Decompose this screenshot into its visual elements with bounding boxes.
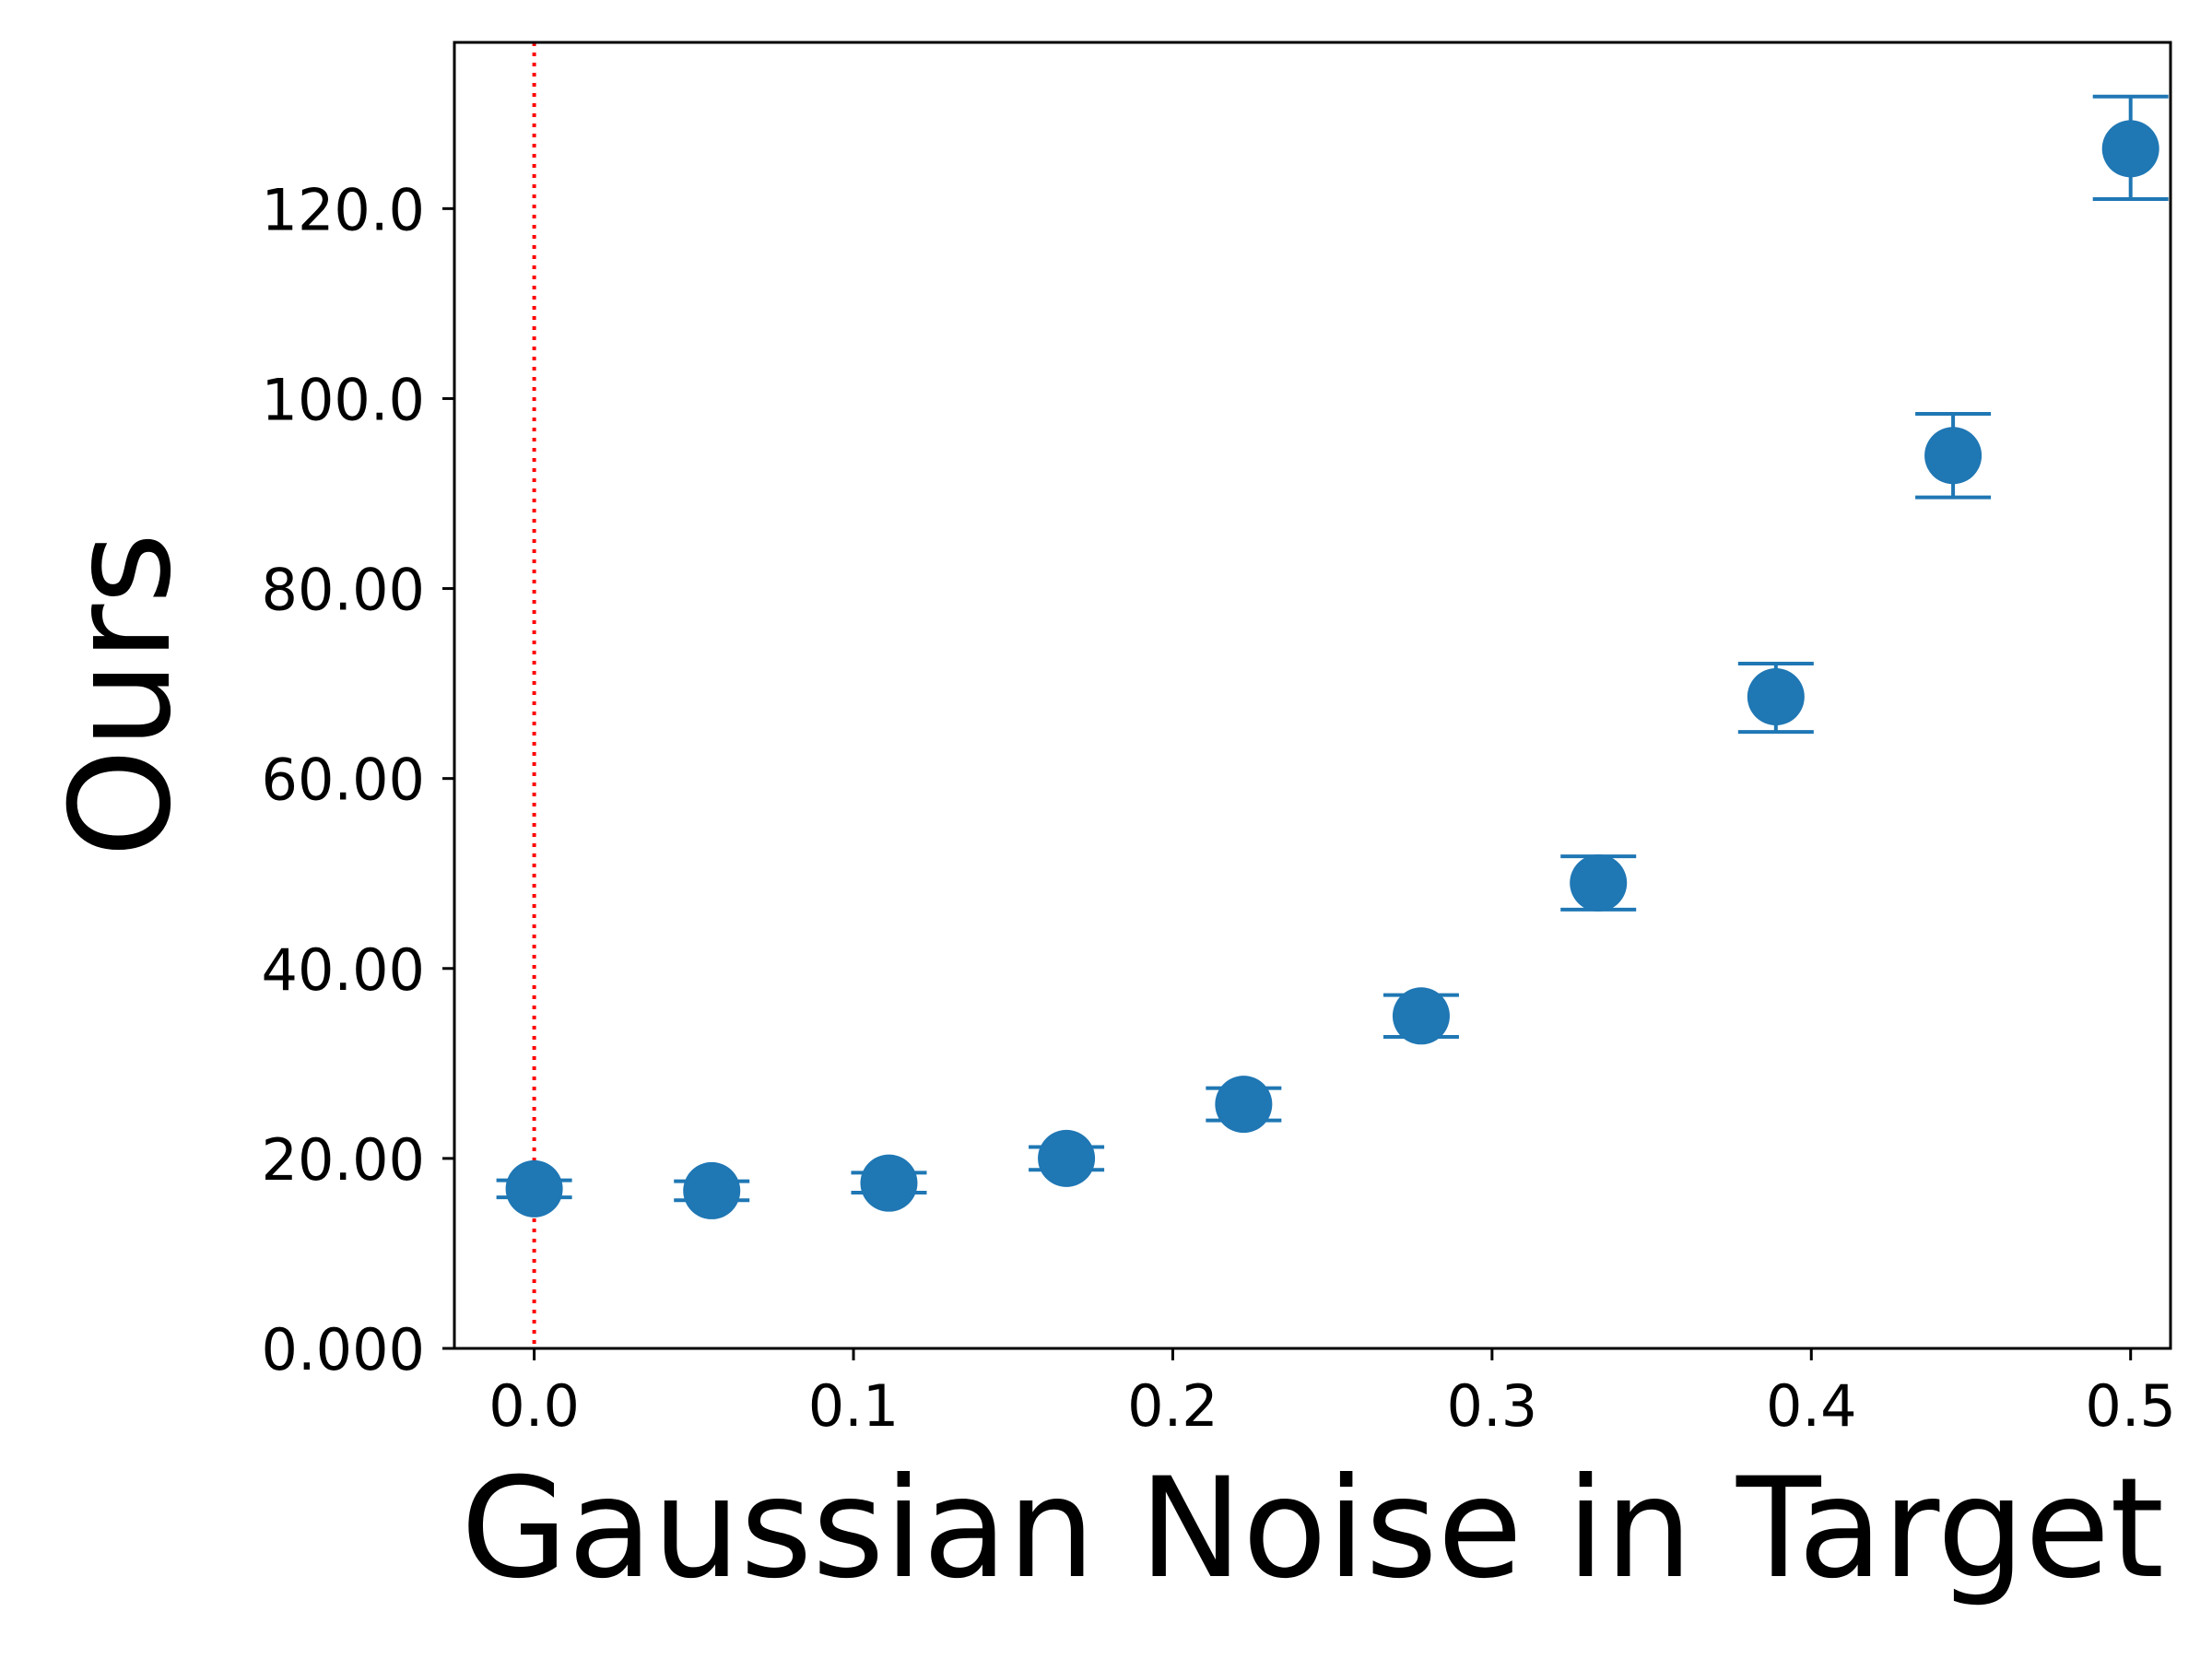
y-tick-label: 80.00 bbox=[262, 557, 426, 624]
x-tick-label: 0.2 bbox=[1127, 1372, 1218, 1440]
data-point-group bbox=[1737, 661, 1814, 735]
y-tick-label: 20.00 bbox=[262, 1126, 426, 1194]
x-tick-label: 0.1 bbox=[808, 1372, 900, 1440]
y-tick-label: 0.000 bbox=[262, 1316, 426, 1383]
x-axis-title: Gaussian Noise in Target bbox=[461, 1449, 2164, 1609]
data-point-group bbox=[1382, 987, 1459, 1045]
x-tick-label: 0.3 bbox=[1447, 1372, 1538, 1440]
y-axis-ticks: 0.000 20.00 40.00 60.00 80.00 100.0 120.0 bbox=[262, 176, 454, 1383]
data-point bbox=[2101, 120, 2159, 178]
data-point bbox=[1570, 854, 1628, 912]
x-axis-ticks: 0.0 0.1 0.2 0.3 0.4 0.5 bbox=[488, 1348, 2176, 1440]
y-tick-label: 40.00 bbox=[262, 936, 426, 1004]
x-tick-label: 0.4 bbox=[1766, 1372, 1857, 1440]
data-point-group bbox=[1029, 1129, 1105, 1187]
data-point bbox=[1215, 1076, 1273, 1134]
plot-area-frame bbox=[453, 41, 2172, 1350]
data-point-group bbox=[674, 1161, 750, 1219]
data-point bbox=[1392, 987, 1450, 1045]
data-layer bbox=[496, 94, 2169, 1219]
data-point-group bbox=[1560, 854, 1637, 912]
data-point bbox=[860, 1154, 918, 1212]
data-point-group bbox=[2092, 94, 2169, 202]
data-point bbox=[1038, 1129, 1096, 1187]
data-point bbox=[683, 1161, 741, 1219]
x-tick-label: 0.5 bbox=[2085, 1372, 2176, 1440]
data-point-group bbox=[1206, 1076, 1282, 1134]
data-point bbox=[505, 1159, 563, 1218]
y-tick-label: 60.00 bbox=[262, 747, 426, 814]
data-point-group bbox=[851, 1154, 927, 1212]
data-point-group bbox=[1915, 411, 1992, 500]
x-tick-label: 0.0 bbox=[488, 1372, 580, 1440]
y-tick-label: 120.0 bbox=[262, 176, 426, 243]
data-point bbox=[1747, 668, 1805, 726]
data-point-group bbox=[496, 1159, 572, 1218]
data-point bbox=[1924, 427, 1983, 485]
y-tick-label: 100.0 bbox=[262, 366, 426, 433]
y-axis-title: Ours bbox=[41, 533, 202, 858]
